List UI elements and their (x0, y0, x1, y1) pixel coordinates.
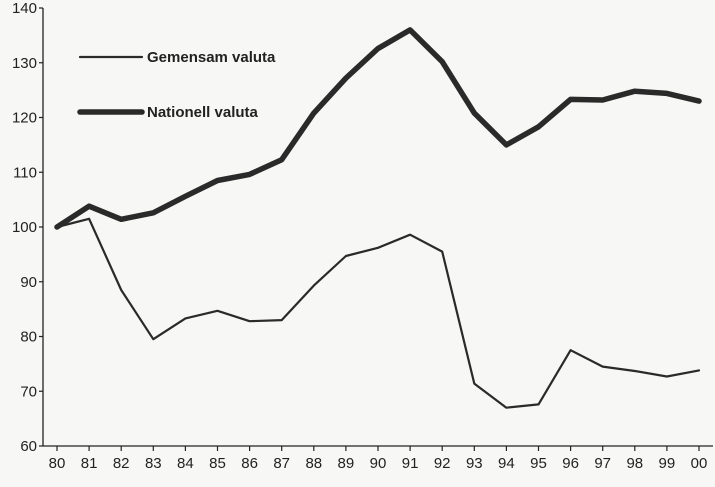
x-tick-label: 91 (402, 455, 419, 472)
x-tick-label: 82 (113, 455, 130, 472)
x-tick-label: 00 (691, 455, 708, 472)
y-tick-label: 90 (20, 274, 37, 291)
x-tick-label: 97 (594, 455, 611, 472)
legend: Gemensam valuta Nationell valuta (77, 49, 276, 121)
x-tick-label: 88 (305, 455, 322, 472)
legend-label-nationell-valuta: Nationell valuta (147, 104, 259, 121)
x-tick-label: 89 (338, 455, 355, 472)
x-tick-label: 85 (209, 455, 226, 472)
y-tick-label: 120 (12, 110, 37, 127)
x-tick-label: 95 (530, 455, 547, 472)
x-axis-ticks: 80 81 82 83 84 85 86 87 88 89 90 91 92 93 94 95 96 97 98 99… (49, 446, 708, 472)
x-tick-label: 84 (177, 455, 194, 472)
y-axis-ticks: 60 70 80 90 100 110 120 130 140 (12, 0, 43, 455)
y-tick-label: 60 (20, 438, 37, 455)
x-tick-label: 80 (49, 455, 66, 472)
x-tick-label: 94 (498, 455, 515, 472)
x-tick-label: 92 (434, 455, 451, 472)
y-tick-label: 110 (13, 164, 37, 181)
x-tick-label: 90 (370, 455, 387, 472)
y-tick-label: 70 (20, 383, 37, 400)
y-tick-label: 130 (12, 55, 37, 72)
x-tick-label: 96 (562, 455, 579, 472)
y-tick-label: 100 (12, 219, 37, 236)
series-lines (54, 27, 702, 409)
series-line-gemensam-valuta (55, 217, 701, 409)
y-tick-label: 140 (12, 0, 37, 17)
x-tick-label: 87 (273, 455, 290, 472)
legend-label-gemensam-valuta: Gemensam valuta (147, 49, 276, 66)
x-tick-label: 93 (466, 455, 483, 472)
axes (42, 8, 713, 447)
x-tick-label: 98 (626, 455, 643, 472)
x-tick-label: 83 (145, 455, 162, 472)
x-tick-label: 81 (81, 455, 98, 472)
x-tick-label: 86 (241, 455, 258, 472)
series-line-nationell-valuta (54, 27, 702, 230)
x-tick-label: 99 (659, 455, 676, 472)
y-tick-label: 80 (20, 329, 37, 346)
